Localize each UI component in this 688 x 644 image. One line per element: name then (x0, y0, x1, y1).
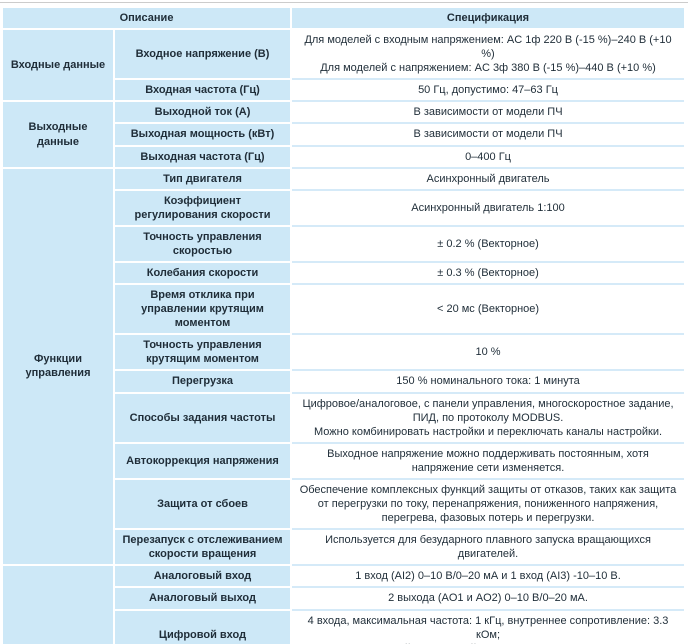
spec-cell: < 20 мс (Векторное) (292, 285, 685, 336)
category-cell: Внешние подключения (3, 566, 115, 644)
table-row: Выходная частота (Гц) 0–400 Гц (3, 146, 685, 169)
parameter-cell: Выходной ток (А) (115, 102, 293, 125)
parameter-cell: Аналоговый выход (115, 588, 293, 611)
spec-cell: Выходное напряжение можно поддерживать п… (292, 443, 685, 480)
category-cell: Функции управления (3, 168, 115, 567)
table-row: Перезапуск с отслеживанием скорости вращ… (3, 530, 685, 567)
parameter-cell: Время отклика при управлении крутящим мо… (115, 285, 293, 336)
parameter-cell: Точность управления крутящим моментом (115, 335, 293, 372)
table-row: Коэффициент регулирования скорости Асинхр… (3, 190, 685, 227)
column-header-specification: Спецификация (292, 8, 685, 31)
spec-cell: Обеспечение комплексных функций защиты о… (292, 479, 685, 531)
parameter-cell: Тип двигателя (115, 168, 293, 191)
category-cell: Выходные данные (3, 102, 115, 169)
table-row: Входная частота (Гц) 50 Гц, допустимо: 47… (3, 80, 685, 103)
spec-cell: Асинхронный двигатель (292, 168, 685, 191)
parameter-cell: Коэффициент регулирования скорости (115, 190, 293, 227)
parameter-cell: Аналоговый вход (115, 566, 293, 589)
parameter-cell: Перегрузка (115, 371, 293, 394)
header-row: Описание Спецификация (3, 8, 685, 31)
table-row: Защита от сбоев Обеспечение комплексных ф… (3, 479, 685, 531)
spec-cell: 150 % номинального тока: 1 минута (292, 371, 685, 394)
parameter-cell: Выходная частота (Гц) (115, 146, 293, 169)
spec-cell: 10 % (292, 335, 685, 372)
parameter-cell: Защита от сбоев (115, 479, 293, 531)
spec-cell: Используется для безударного плавного за… (292, 530, 685, 567)
spec-cell: 50 Гц, допустимо: 47–63 Гц (292, 80, 685, 103)
spec-cell: 4 входа, максимальная частота: 1 кГц, вн… (292, 610, 685, 644)
top-divider (0, 2, 688, 3)
table-row: Аналоговый выход 2 выхода (AO1 и AO2) 0–1… (3, 588, 685, 611)
table-row: Выходная мощность (кВт) В зависимости от … (3, 124, 685, 147)
column-header-description: Описание (3, 8, 293, 31)
table-row: Время отклика при управлении крутящим мо… (3, 285, 685, 336)
table-row: Способы задания частоты Цифровое/аналогов… (3, 393, 685, 444)
table-row: Перегрузка 150 % номинального тока: 1 мин… (3, 371, 685, 394)
parameter-cell: Выходная мощность (кВт) (115, 124, 293, 147)
table-row: Входные данные Входное напряжение (В) Для … (3, 30, 685, 103)
spec-cell: Цифровое/аналоговое, с панели управления… (292, 393, 685, 444)
spec-cell: 1 вход (AI2) 0–10 В/0–20 мА и 1 вход (AI… (292, 566, 685, 589)
spec-cell: ± 0.3 % (Векторное) (292, 263, 685, 286)
parameter-cell: Автокоррекция напряжения (115, 443, 293, 480)
table-row: Функции управления Тип двигателя Асинхронн… (3, 168, 685, 567)
spec-cell: 0–400 Гц (292, 146, 685, 169)
table-body: Входные данные Входное напряжение (В) Для … (3, 30, 685, 644)
spec-cell: 2 выхода (AO1 и AO2) 0–10 В/0–20 мА. (292, 588, 685, 611)
parameter-cell: Входное напряжение (В) (115, 30, 293, 81)
parameter-cell: Перезапуск с отслеживанием скорости вращ… (115, 530, 293, 567)
spec-cell: ± 0.2 % (Векторное) (292, 226, 685, 264)
spec-cell: В зависимости от модели ПЧ (292, 102, 685, 125)
specification-table: Описание Спецификация Входные данные Вход… (3, 8, 685, 644)
category-cell: Входные данные (3, 30, 115, 103)
parameter-cell: Входная частота (Гц) (115, 80, 293, 103)
parameter-cell: Точность управления скоростью (115, 226, 293, 264)
table-row: Автокоррекция напряжения Выходное напряже… (3, 443, 685, 480)
spec-cell: Для моделей с входным напряжением: AC 1ф… (292, 30, 685, 81)
spec-cell: В зависимости от модели ПЧ (292, 124, 685, 147)
table-row: Цифровой вход 4 входа, максимальная часто… (3, 610, 685, 644)
table-row: Колебания скорости ± 0.3 % (Векторное) (3, 263, 685, 286)
parameter-cell: Цифровой вход (115, 610, 293, 644)
table-row: Точность управления скоростью ± 0.2 % (Ве… (3, 226, 685, 264)
spec-cell: Асинхронный двигатель 1:100 (292, 190, 685, 227)
table-row: Точность управления крутящим моментом 10 … (3, 335, 685, 372)
table-row: Выходные данные Выходной ток (А) В зависим… (3, 102, 685, 169)
parameter-cell: Колебания скорости (115, 263, 293, 286)
parameter-cell: Способы задания частоты (115, 393, 293, 444)
